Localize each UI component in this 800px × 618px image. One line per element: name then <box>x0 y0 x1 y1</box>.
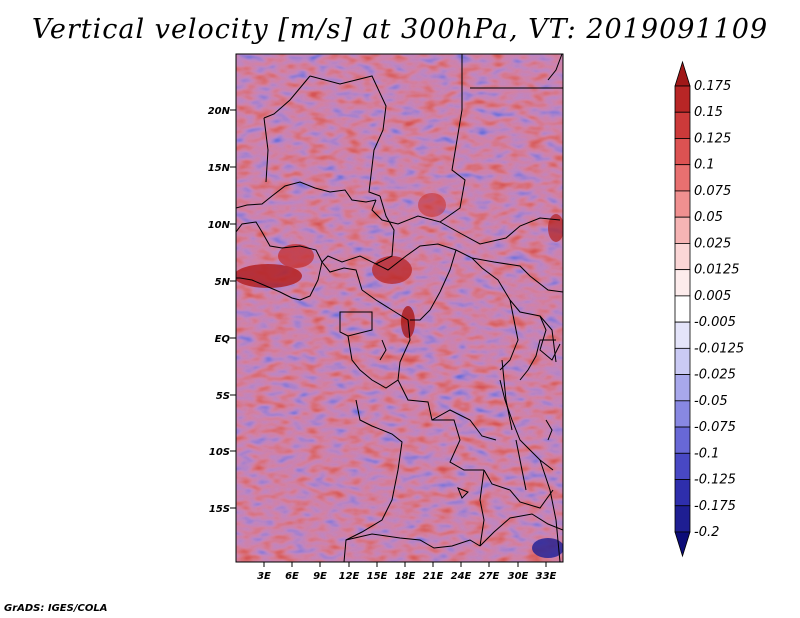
colorbar-label: 0.005 <box>694 289 731 304</box>
lat-label: 5S <box>216 391 230 402</box>
lat-label: 20N <box>208 106 231 117</box>
lon-label: 15E <box>367 571 388 582</box>
colorbar-segment <box>674 111 691 139</box>
colorbar-label: -0.175 <box>694 499 736 514</box>
colorbar-segment <box>674 374 691 402</box>
lat-axis: 20N 15N 10N 5N EQ 5S 10S 15S <box>208 106 236 515</box>
colorbar-segment <box>674 216 691 244</box>
colorbar-segment <box>674 426 691 454</box>
colorbar-label: -0.2 <box>694 525 719 540</box>
map-frame <box>235 53 564 563</box>
colorbar-segment <box>674 321 691 349</box>
lon-label: 24E <box>451 571 472 582</box>
colorbar-segment <box>674 452 691 480</box>
colorbar-cap-bottom <box>674 531 691 558</box>
lat-label: 15S <box>209 504 230 515</box>
colorbar-label: 0.175 <box>694 79 731 94</box>
lat-label: 5N <box>215 277 231 288</box>
colorbar-segment <box>674 295 691 323</box>
colorbar-segment <box>674 243 691 271</box>
lon-axis: 3E 6E 9E 12E 15E 18E 21E 24E 27E 30E 33E <box>257 562 557 582</box>
colorbar-label: -0.125 <box>694 473 736 488</box>
colorbar-segment <box>674 164 691 192</box>
colorbar-label: 0.0125 <box>694 263 740 278</box>
colorbar-label: -0.1 <box>694 446 719 461</box>
lat-label: 15N <box>208 163 231 174</box>
lon-label: 21E <box>423 571 444 582</box>
velocity-field <box>236 54 563 562</box>
map-title: Vertical velocity [m/s] at 300hPa, VT: 2… <box>31 14 769 45</box>
colorbar-cap-top <box>674 60 691 87</box>
colorbar-label: 0.125 <box>694 131 731 146</box>
colorbar-segment <box>674 400 691 428</box>
lat-label: 10N <box>208 220 231 231</box>
lat-label: EQ <box>215 334 231 345</box>
colorbar-segment <box>674 505 691 533</box>
lon-label: 3E <box>257 571 271 582</box>
lon-label: 18E <box>395 571 416 582</box>
colorbar-segment <box>674 138 691 166</box>
colorbar: 0.175 0.15 0.125 0.1 0.075 0.05 0.025 0.0125 0.0… <box>674 60 744 558</box>
colorbar-label: -0.05 <box>694 394 728 409</box>
colorbar-label: -0.005 <box>694 315 736 330</box>
colorbar-segment <box>674 85 691 113</box>
colorbar-label: -0.075 <box>694 420 736 435</box>
lon-label: 30E <box>508 571 529 582</box>
colorbar-segment <box>674 269 691 297</box>
country-borders <box>236 54 563 562</box>
lon-label: 9E <box>313 571 327 582</box>
colorbar-label: 0.15 <box>694 105 723 120</box>
colorbar-label: 0.05 <box>694 210 723 225</box>
colorbar-segment <box>674 479 691 507</box>
colorbar-label: 0.1 <box>694 158 715 173</box>
colorbar-label: 0.025 <box>694 236 731 251</box>
colorbar-segment <box>674 347 691 375</box>
colorbar-label: -0.0125 <box>694 341 744 356</box>
lon-label: 6E <box>285 571 299 582</box>
colorbar-label: 0.075 <box>694 184 731 199</box>
colorbar-label: -0.025 <box>694 368 736 383</box>
colorbar-segment <box>674 190 691 218</box>
credit-text: GrADS: IGES/COLA <box>4 603 108 614</box>
lon-label: 12E <box>339 571 360 582</box>
lat-label: 10S <box>209 447 230 458</box>
lon-label: 33E <box>536 571 557 582</box>
lon-label: 27E <box>479 571 500 582</box>
